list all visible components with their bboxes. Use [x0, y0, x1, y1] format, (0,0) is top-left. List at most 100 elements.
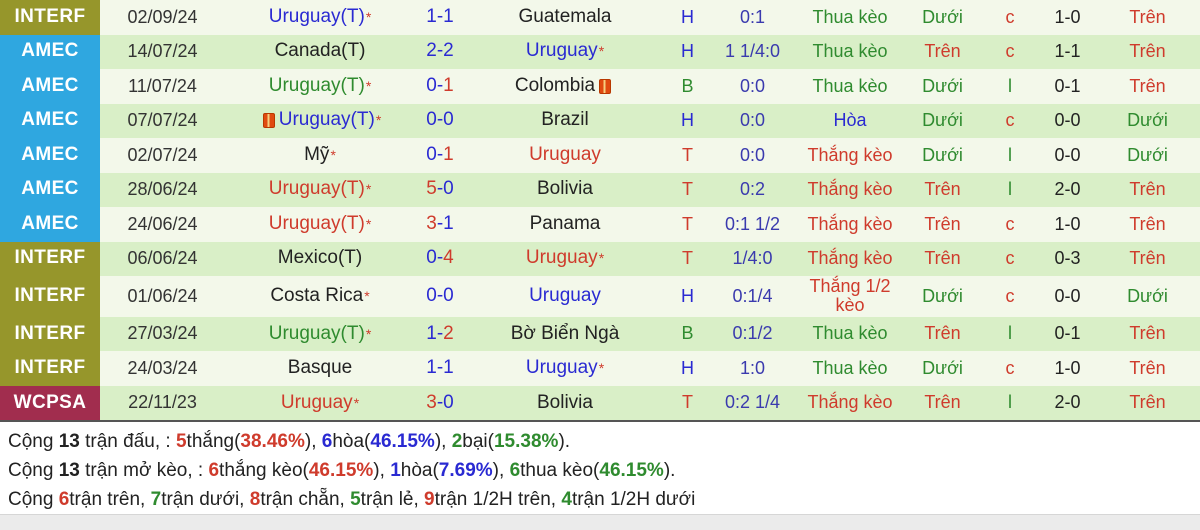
away-team: Panama	[465, 207, 665, 242]
home-goals: 1	[426, 357, 437, 379]
handicap-odds: 0:1/2	[732, 323, 773, 344]
venue-flag: H	[681, 6, 694, 27]
table-row: AMEC 02/07/24 Mỹ * 0-1 Uruguay T 0:0 Thắng kèo Dư…	[0, 138, 1200, 173]
venue-flag: T	[682, 392, 693, 413]
ou-result-ft: Trên	[924, 248, 961, 269]
ft-score: 1-1	[415, 351, 465, 386]
away-goals: 0	[443, 285, 454, 307]
score-dash: -	[436, 109, 444, 131]
ou-result-ft: Trên	[924, 392, 961, 413]
ou-result-ft: Trên	[924, 179, 961, 200]
ou-result-ft: Trên	[924, 323, 961, 344]
summary-segment: trận lẻ,	[360, 488, 425, 510]
table-row: INTERF 24/03/24 Basque 1-1 Uruguay * H 1:0 Thua …	[0, 351, 1200, 386]
fav-star-icon: *	[598, 360, 605, 377]
home-team: Basque	[225, 351, 415, 386]
ft-score: 3-0	[415, 386, 465, 421]
bet-result: Thắng 1/2 kèo	[809, 276, 891, 316]
ou-result-ht: Trên	[1129, 75, 1166, 96]
home-team: Uruguay(T) *	[225, 317, 415, 352]
ht-score: 1-0	[1054, 213, 1081, 234]
score-dash: -	[436, 247, 444, 269]
table-row: AMEC 24/06/24 Uruguay(T) * 3-1 Panama T 0:1 1/2…	[0, 207, 1200, 242]
summary-segment: Cộng	[8, 430, 59, 452]
summary-segment: 7.69%	[438, 459, 493, 481]
summary-segment: 5	[350, 488, 361, 510]
summary-segment: 4	[561, 488, 572, 510]
summary-line-1: Cộng 13 trận đấu, : 5 thắng(38.46%), 6 hòa…	[8, 427, 1200, 456]
league-badge: AMEC	[0, 138, 100, 173]
summary-segment: hòa(	[332, 430, 371, 452]
match-date: 06/06/24	[127, 248, 198, 269]
league-badge: AMEC	[0, 69, 100, 104]
summary-segment: trận chẵn,	[260, 488, 351, 510]
summary-segment: thắng kèo(	[219, 459, 309, 481]
fav-star-icon: *	[365, 325, 372, 342]
away-team: Uruguay	[465, 138, 665, 173]
bet-result: Thắng kèo	[807, 144, 893, 165]
summary-segment: Cộng	[8, 488, 59, 510]
summary-segment: thua kèo(	[520, 459, 600, 481]
ou-result-ht: Trên	[1129, 41, 1166, 62]
away-goals: 2	[443, 322, 454, 344]
summary-segment: ).	[663, 459, 676, 481]
away-team-name: Uruguay	[525, 247, 598, 269]
handicap-odds: 0:0	[739, 144, 766, 165]
odd-even-flag: c	[1005, 41, 1015, 62]
table-row: INTERF 06/06/24 Mexico(T) 0-4 Uruguay * T 1/4:0…	[0, 241, 1200, 277]
ou-result-ft: Dưới	[922, 75, 963, 96]
home-goals: 0	[426, 247, 437, 269]
ft-score: 5-0	[415, 173, 465, 208]
summary-segment: 1	[390, 459, 401, 481]
ou-result-ht: Trên	[1129, 323, 1166, 344]
summary-segment: trận 1/2H trên,	[434, 488, 562, 510]
match-date: 01/06/24	[127, 285, 198, 306]
home-team-name: Mỹ	[304, 143, 330, 165]
away-goals: 1	[443, 74, 454, 96]
handicap-odds: 0:0	[739, 110, 766, 131]
match-date: 28/06/24	[127, 179, 198, 200]
home-team: Mexico(T)	[225, 242, 415, 277]
away-team: Uruguay *	[465, 351, 665, 386]
summary-segment: 13	[58, 430, 80, 452]
match-table: INTERF 02/09/24 Uruguay(T) * 1-1 Guatemala H 0:…	[0, 0, 1200, 423]
bet-result: Thua kèo	[812, 41, 888, 62]
summary-segment: 46.15%	[308, 459, 374, 481]
summary-segment: ),	[304, 430, 322, 452]
away-goals: 0	[443, 391, 454, 413]
away-team-name: Bờ Biển Ngà	[510, 322, 620, 344]
home-team: Uruguay(T) *	[225, 69, 415, 104]
score-dash: -	[436, 322, 444, 344]
bet-result: Thua kèo	[812, 357, 888, 378]
summary-segment: 38.46%	[240, 430, 305, 452]
bet-result: Thua kèo	[812, 323, 888, 344]
away-team-name: Brazil	[541, 109, 589, 131]
bottom-strip	[0, 514, 1200, 530]
ou-result-ft: Dưới	[922, 357, 963, 378]
match-date: 11/07/24	[128, 75, 197, 96]
odd-even-flag: l	[1008, 144, 1012, 165]
fav-star-icon: *	[364, 287, 370, 304]
table-row: INTERF 01/06/24 Costa Rica * 0-0 Uruguay H 0:1/…	[0, 276, 1200, 317]
handicap-odds: 1:0	[739, 357, 766, 378]
home-team: Costa Rica *	[225, 276, 415, 317]
home-goals: 0	[426, 109, 437, 131]
home-team-name: Basque	[287, 357, 353, 379]
summary-segment: 6	[208, 459, 220, 481]
league-badge: INTERF	[0, 0, 100, 35]
bet-result: Thắng kèo	[807, 179, 893, 200]
odd-even-flag: c	[1005, 110, 1015, 131]
venue-flag: T	[682, 213, 693, 234]
ou-result-ht: Trên	[1129, 179, 1166, 200]
ft-score: 1-1	[415, 0, 465, 35]
fav-star-icon: *	[365, 181, 372, 198]
away-team: Uruguay *	[465, 242, 665, 277]
ft-score: 0-0	[415, 276, 465, 317]
summary-segment: bại(	[462, 430, 494, 452]
fav-star-icon: *	[330, 146, 336, 163]
match-date: 14/07/24	[127, 41, 198, 62]
home-team: Uruguay(T) *	[225, 207, 415, 242]
away-goals: 1	[443, 357, 454, 379]
away-goals: 2	[443, 40, 454, 62]
